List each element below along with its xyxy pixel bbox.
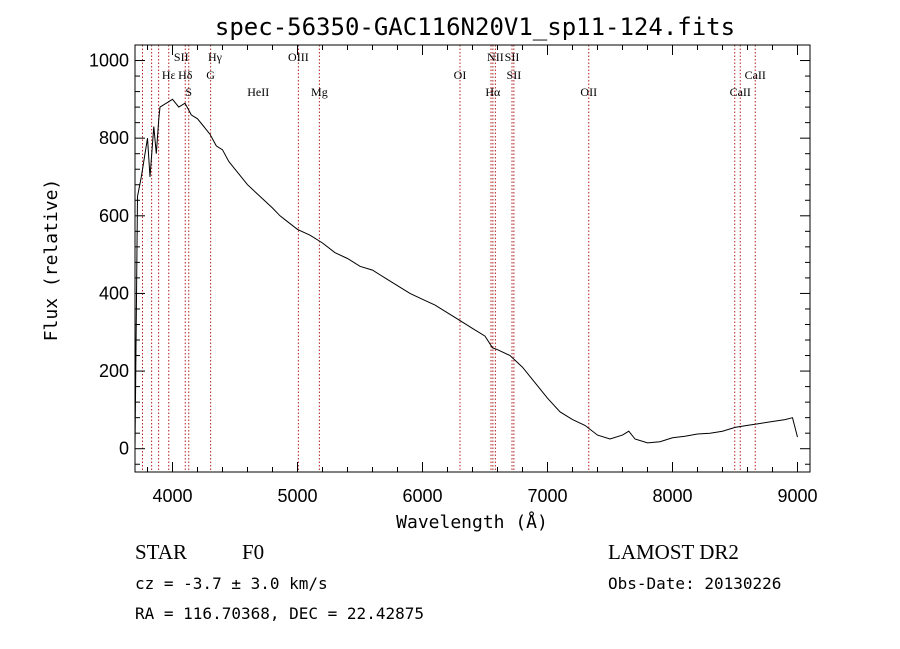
emission-line-label: G — [206, 68, 215, 82]
emission-line-label: Hγ — [208, 50, 223, 64]
spectrum-line — [134, 98, 798, 449]
chart-title: spec-56350-GAC116N20V1_sp11-124.fits — [215, 13, 735, 41]
emission-line-label: CaII — [730, 85, 751, 99]
x-tick-label: 7000 — [527, 486, 567, 506]
emission-line-label: HeII — [247, 85, 269, 99]
emission-line-label: Hδ — [178, 68, 193, 82]
emission-line-label: OI — [454, 68, 467, 82]
emission-line-label: NII — [487, 50, 504, 64]
emission-line-label: Mg — [311, 85, 328, 99]
emission-line-label: Hε — [162, 68, 176, 82]
emission-line-label: S — [185, 85, 192, 99]
x-tick-label: 6000 — [402, 486, 442, 506]
emission-line-label: CaII — [745, 68, 766, 82]
class-label: STAR — [135, 540, 187, 564]
y-tick-label: 400 — [99, 283, 129, 303]
x-axis-label: Wavelength (Å) — [396, 511, 548, 533]
emission-line-label: OII — [580, 85, 597, 99]
coords-text: RA = 116.70368, DEC = 22.42875 — [135, 604, 424, 623]
emission-line-label: OIII — [288, 50, 309, 64]
emission-line-label: Hα — [485, 85, 501, 99]
y-tick-label: 1000 — [89, 51, 129, 71]
x-tick-label: 9000 — [777, 486, 817, 506]
x-tick-label: 5000 — [277, 486, 317, 506]
y-tick-label: 800 — [99, 128, 129, 148]
y-tick-label: 0 — [119, 439, 129, 459]
y-tick-label: 600 — [99, 206, 129, 226]
x-tick-label: 8000 — [652, 486, 692, 506]
cz-text: cz = -3.7 ± 3.0 km/s — [135, 574, 328, 593]
plot-frame — [134, 44, 811, 473]
y-tick-label: 200 — [99, 361, 129, 381]
subclass-label: F0 — [242, 540, 265, 564]
survey-label: LAMOST DR2 — [608, 540, 739, 564]
emission-line-label: SII — [507, 68, 522, 82]
y-axis-label: Flux (relative) — [41, 179, 62, 342]
x-tick-label: 4000 — [152, 486, 192, 506]
emission-line-label: SII — [174, 50, 189, 64]
obs-date: Obs-Date: 20130226 — [608, 574, 782, 593]
plot-area — [134, 45, 798, 472]
emission-line-label: SII — [505, 50, 520, 64]
